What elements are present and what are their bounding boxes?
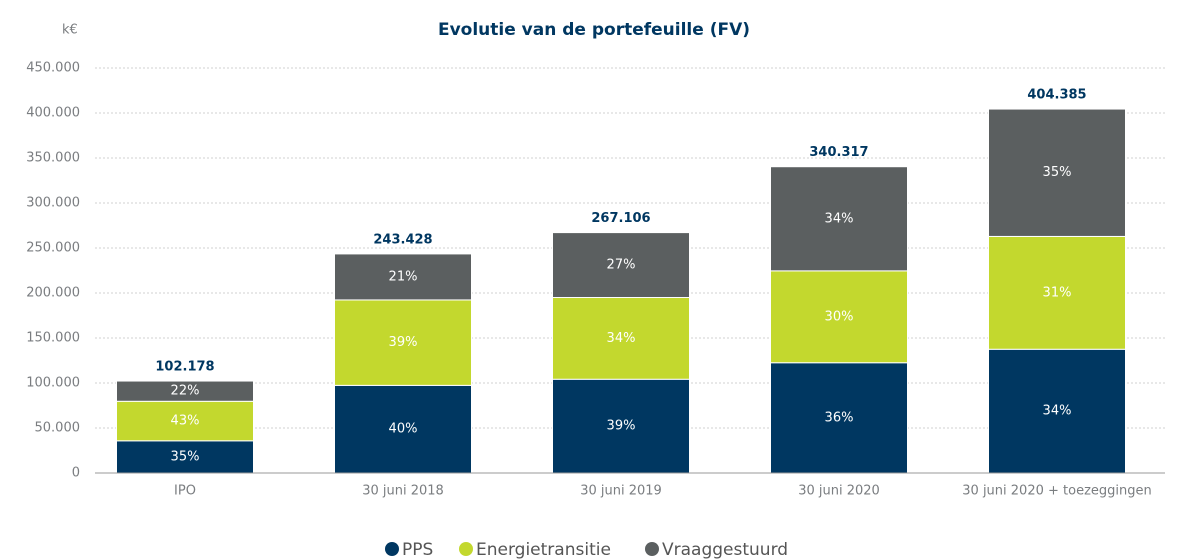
total-label: 340.317 (809, 145, 868, 160)
y-tick-label: 250.000 (26, 241, 80, 256)
bar-segment (988, 108, 1126, 237)
data-label: 36% (825, 410, 854, 425)
data-label: 35% (1043, 165, 1072, 180)
bar-segment (116, 400, 254, 442)
data-label: 34% (825, 211, 854, 226)
data-label: 39% (389, 335, 418, 350)
y-tick-label: 400.000 (26, 106, 80, 121)
bar-segment (334, 384, 472, 474)
bar-segment (552, 232, 690, 299)
y-tick-label: 150.000 (26, 331, 80, 346)
bar-segment (116, 380, 254, 402)
bar-segment (552, 297, 690, 380)
data-label: 34% (1043, 404, 1072, 419)
data-label: 27% (607, 258, 636, 273)
data-label: 21% (389, 269, 418, 284)
legend-label: Energietransitie (476, 540, 611, 559)
x-tick-label: 30 juni 2020 (798, 484, 880, 499)
total-label: 267.106 (591, 211, 650, 226)
total-label: 404.385 (1027, 88, 1086, 103)
legend-label: Vraaggestuurd (662, 540, 788, 559)
bar-segment (334, 253, 472, 301)
bar-segment (770, 166, 908, 272)
legend-marker (385, 542, 399, 556)
x-tick-label: 30 juni 2018 (362, 484, 444, 499)
legend-marker (645, 542, 659, 556)
y-unit: k€ (62, 23, 78, 38)
x-tick-label: 30 juni 2020 + toezeggingen (962, 484, 1151, 499)
data-label: 39% (607, 419, 636, 434)
legend-label: PPS (402, 540, 433, 559)
data-label: 35% (171, 449, 200, 464)
data-label: 43% (171, 414, 200, 429)
y-tick-label: 100.000 (26, 376, 80, 391)
x-tick-label: IPO (174, 484, 196, 499)
bar-segment (988, 348, 1126, 474)
bar-segment (334, 299, 472, 386)
data-label: 22% (171, 384, 200, 399)
bar-segment (988, 235, 1126, 350)
y-tick-label: 300.000 (26, 196, 80, 211)
y-tick-label: 0 (72, 466, 80, 481)
data-label: 34% (607, 331, 636, 346)
data-label: 30% (825, 309, 854, 324)
y-tick-label: 200.000 (26, 286, 80, 301)
y-tick-label: 50.000 (35, 421, 81, 436)
bar-segment (770, 362, 908, 474)
x-tick-label: 30 juni 2019 (580, 484, 662, 499)
y-tick-label: 350.000 (26, 151, 80, 166)
data-label: 31% (1043, 285, 1072, 300)
chart-title: Evolutie van de portefeuille (FV) (438, 20, 750, 40)
bar-segment (770, 270, 908, 364)
total-label: 102.178 (155, 360, 214, 375)
y-tick-label: 450.000 (26, 61, 80, 76)
bar-segment (116, 440, 254, 474)
total-label: 243.428 (373, 232, 432, 247)
legend-marker (459, 542, 473, 556)
data-label: 40% (389, 422, 418, 437)
